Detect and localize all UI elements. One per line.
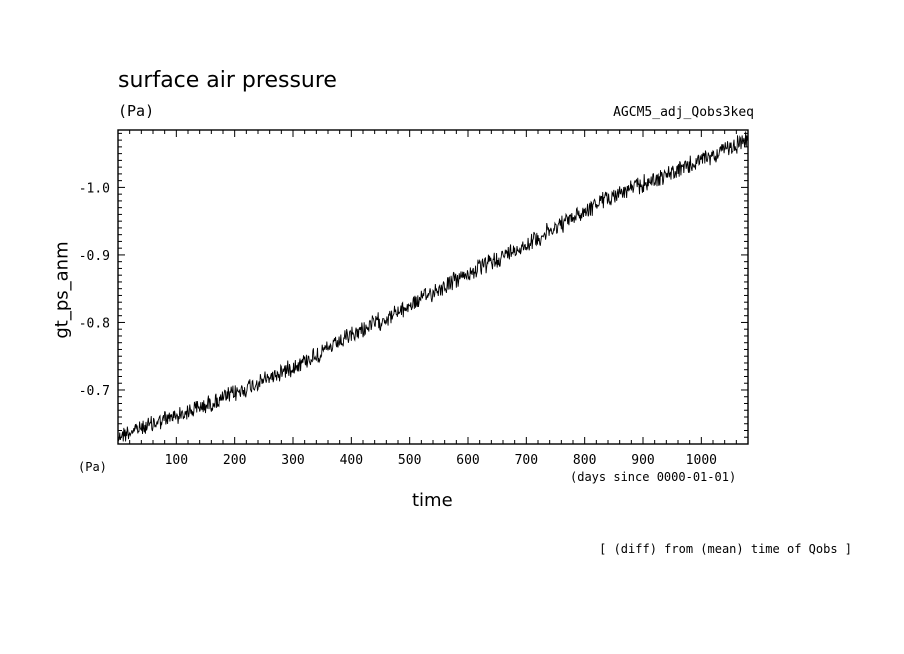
x-axis-unit-left: (Pa) [78, 460, 107, 474]
y-tick-label: -0.8 [79, 316, 110, 331]
y-tick-label: -1.0 [79, 181, 110, 196]
chart-note: [ (diff) from (mean) time of Qobs ] [599, 542, 852, 556]
x-tick-label: 500 [398, 453, 421, 468]
x-tick-label: 300 [281, 453, 304, 468]
x-tick-label: 100 [165, 453, 188, 468]
x-tick-label: 1000 [686, 453, 717, 468]
y-tick-label: -0.7 [79, 384, 110, 399]
x-tick-label: 400 [340, 453, 363, 468]
chart-title: surface air pressure [118, 68, 337, 93]
x-tick-label: 600 [456, 453, 479, 468]
series-line [117, 131, 749, 442]
y-tick-label: -0.9 [79, 249, 110, 264]
x-tick-label: 800 [573, 453, 596, 468]
x-axis-units: (days since 0000-01-01) [570, 470, 737, 484]
x-axis-label: time [412, 490, 453, 511]
x-tick-label: 900 [631, 453, 654, 468]
source-label: AGCM5_adj_Qobs3keq [613, 105, 754, 120]
x-tick-label: 200 [223, 453, 246, 468]
x-tick-label: 700 [515, 453, 538, 468]
chart-unit-label: (Pa) [118, 102, 155, 120]
